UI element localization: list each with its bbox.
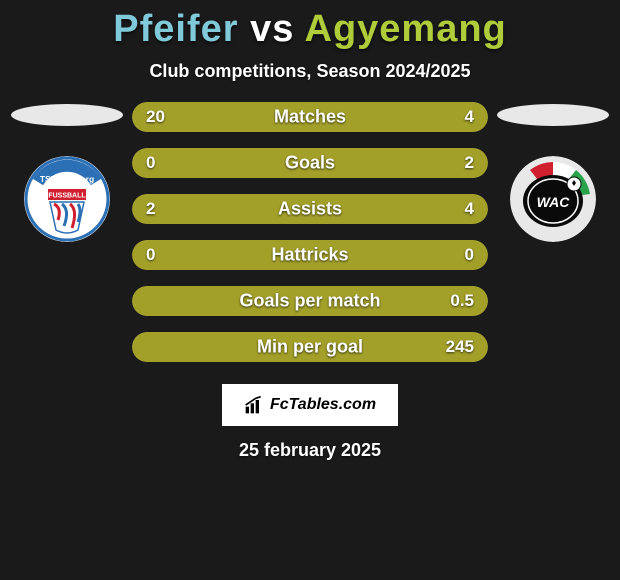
stat-value-right: 4 [465, 199, 474, 219]
stat-value-right: 245 [446, 337, 474, 357]
player-right-name: Agyemang [305, 8, 507, 50]
left-club-badge: TSV Hartberg FUSSBALL [24, 156, 110, 242]
svg-text:TSV Hartberg: TSV Hartberg [40, 174, 94, 184]
stat-row: 0 2 Goals [132, 148, 488, 178]
chart-icon [244, 395, 264, 415]
stat-value-left: 20 [146, 107, 165, 127]
stat-row: 2 4 Assists [132, 194, 488, 224]
brand-text: FcTables.com [270, 396, 376, 414]
stat-row: 0.5 Goals per match [132, 286, 488, 316]
right-player-oval [497, 104, 609, 126]
stat-label: Assists [278, 199, 342, 220]
stat-row: 245 Min per goal [132, 332, 488, 362]
bar-fill-left [132, 148, 196, 178]
stat-label: Min per goal [257, 337, 363, 358]
stat-value-right: 0 [465, 245, 474, 265]
stat-value-left: 2 [146, 199, 155, 219]
comparison-main: TSV Hartberg FUSSBALL 204Matches02Goals2… [8, 102, 612, 378]
bar-fill-right [427, 102, 488, 132]
stat-label: Goals per match [239, 291, 380, 312]
player-left-name: Pfeifer [113, 8, 238, 50]
left-player-oval [11, 104, 123, 126]
left-side: TSV Hartberg FUSSBALL [8, 102, 126, 242]
brand-logo: FcTables.com [222, 384, 398, 426]
svg-text:FUSSBALL: FUSSBALL [48, 193, 86, 200]
right-side: WAC [494, 102, 612, 242]
subtitle: Club competitions, Season 2024/2025 [8, 61, 612, 82]
stat-value-right: 2 [465, 153, 474, 173]
vs-text: vs [250, 8, 294, 50]
svg-text:WAC: WAC [537, 194, 571, 210]
stat-label: Matches [274, 107, 346, 128]
stat-row: 20 4 Matches [132, 102, 488, 132]
stat-bars: 20 4 Matches 0 2 Goals 2 4 Assists 0 0 Hattricks 0.5… [132, 102, 488, 378]
stat-value-left: 0 [146, 245, 155, 265]
date-text: 25 february 2025 [8, 440, 612, 461]
stat-label: Hattricks [271, 245, 348, 266]
right-club-badge: WAC [510, 156, 596, 242]
stat-label: Goals [285, 153, 335, 174]
stat-value-right: 4 [465, 107, 474, 127]
bar-fill-left [132, 286, 257, 316]
stat-value-right: 0.5 [450, 291, 474, 311]
comparison-title: Pfeifer vs Agyemang [8, 8, 612, 51]
stat-row: 0 0 Hattricks [132, 240, 488, 270]
stat-value-left: 0 [146, 153, 155, 173]
bar-fill-right [196, 148, 488, 178]
